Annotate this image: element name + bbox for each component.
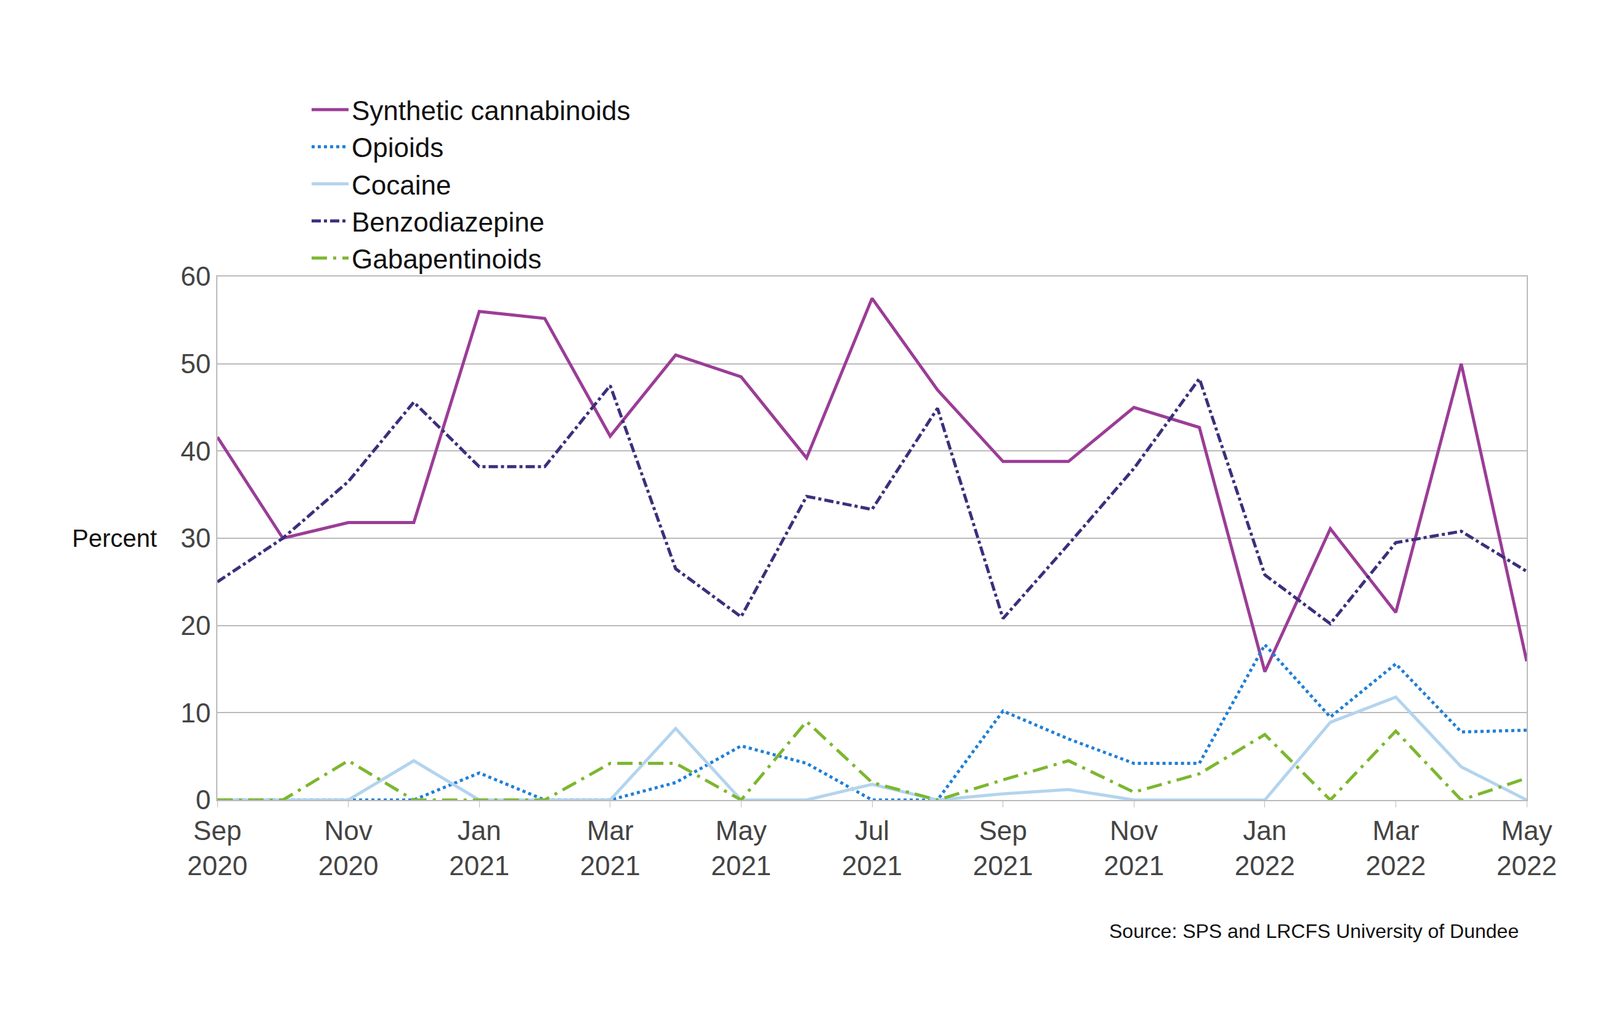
svg-text:60: 60: [180, 261, 211, 292]
svg-text:10: 10: [180, 697, 211, 728]
svg-text:20: 20: [180, 610, 211, 641]
svg-text:Mar2022: Mar2022: [1365, 815, 1426, 881]
svg-text:Gabapentinoids: Gabapentinoids: [351, 243, 542, 275]
svg-text:Opioids: Opioids: [351, 132, 444, 163]
svg-text:0: 0: [195, 784, 211, 815]
svg-text:Synthetic cannabinoids: Synthetic cannabinoids: [351, 95, 631, 126]
svg-text:Cocaine: Cocaine: [351, 169, 451, 201]
svg-text:Percent: Percent: [72, 524, 158, 552]
svg-text:Mar2021: Mar2021: [580, 815, 641, 881]
svg-text:Source: SPS and LRCFS Universi: Source: SPS and LRCFS University of Dund…: [1109, 920, 1519, 943]
svg-text:Jul2021: Jul2021: [841, 815, 903, 881]
svg-text:Nov2021: Nov2021: [1103, 815, 1164, 881]
svg-text:Jan2022: Jan2022: [1234, 815, 1296, 881]
svg-text:Sep2020: Sep2020: [187, 815, 248, 881]
svg-text:50: 50: [180, 348, 211, 379]
svg-text:Benzodiazepine: Benzodiazepine: [351, 206, 545, 238]
svg-text:Sep2021: Sep2021: [973, 815, 1034, 881]
svg-text:Nov2020: Nov2020: [318, 815, 379, 881]
svg-text:May2021: May2021: [710, 815, 772, 881]
svg-text:30: 30: [180, 522, 211, 554]
svg-text:Jan2021: Jan2021: [448, 815, 510, 881]
svg-text:40: 40: [180, 436, 211, 467]
svg-text:May2022: May2022: [1496, 815, 1557, 881]
